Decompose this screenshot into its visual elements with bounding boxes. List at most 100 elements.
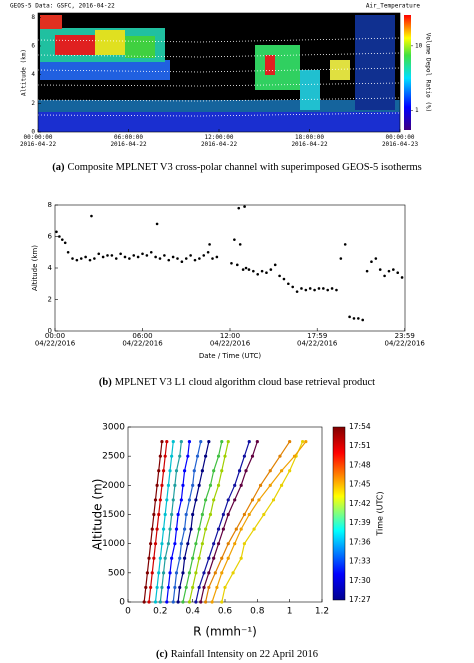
profile-marker: [186, 454, 190, 458]
data-point: [330, 287, 334, 290]
y-tick-label: 500: [108, 568, 125, 578]
profile-marker: [233, 542, 237, 546]
data-point: [300, 287, 303, 290]
data-point: [206, 250, 210, 254]
data-point: [90, 214, 93, 218]
profile-marker: [202, 571, 206, 575]
data-point: [269, 268, 273, 271]
colorbar-label: Time (UTC): [376, 491, 385, 536]
x-tick-label: 00:00 04/22/2016: [35, 332, 76, 348]
profile-marker: [247, 439, 251, 444]
data-point: [396, 271, 400, 275]
profile-marker: [182, 556, 187, 560]
profile-marker: [163, 556, 167, 560]
data-point: [93, 257, 96, 260]
profile-marker: [153, 498, 158, 502]
chart-title: GEOS-5 Data: GSFC, 2016-04-22: [10, 3, 115, 10]
data-point: [304, 288, 308, 292]
profile-marker: [226, 542, 230, 546]
data-point: [202, 254, 206, 257]
data-point: [79, 257, 83, 260]
y-tick-label: 1000: [102, 539, 125, 549]
profile-marker: [200, 469, 204, 473]
profile-line: [177, 441, 210, 603]
x-tick-label: 17:59 04/22/2016: [297, 332, 338, 348]
profile-marker: [221, 512, 225, 517]
data-point: [260, 269, 264, 273]
profile-marker: [194, 498, 198, 502]
data-point: [387, 269, 391, 273]
profile-marker: [212, 469, 216, 473]
x-tick-label: 0.6: [218, 607, 233, 617]
profile-line: [195, 441, 250, 603]
profile-marker: [292, 454, 297, 458]
profile-marker: [157, 571, 161, 575]
x-tick-label: 23:59 04/22/2016: [385, 332, 426, 348]
profile-marker: [179, 498, 183, 502]
data-point: [348, 315, 351, 319]
y-tick-label: 0: [31, 129, 35, 136]
data-point: [189, 254, 192, 257]
profile-marker: [204, 454, 208, 458]
data-point: [149, 250, 153, 254]
profile-marker: [163, 512, 167, 517]
profile-marker: [194, 600, 198, 604]
profile-line: [166, 441, 191, 603]
x-tick-label: 1.2: [315, 607, 329, 617]
colorbar: [404, 15, 411, 130]
profile-marker: [158, 600, 162, 604]
y-tick-label: 8: [31, 14, 35, 21]
y-tick-label: 0: [48, 327, 52, 335]
profile-marker: [239, 556, 243, 560]
data-point: [63, 241, 67, 245]
profile-marker: [247, 512, 251, 517]
data-point: [176, 257, 179, 260]
profile-marker: [174, 571, 179, 575]
profile-marker: [237, 469, 242, 473]
profile-marker: [234, 527, 238, 531]
caption-text: Composite MPLNET V3 cross-polar channel …: [68, 162, 422, 173]
x-tick-label: 0: [125, 607, 131, 617]
y-tick-label: 2500: [102, 452, 125, 462]
data-point: [60, 238, 64, 241]
profile-line: [221, 441, 304, 603]
profile-marker: [204, 498, 208, 502]
data-point: [171, 255, 175, 259]
profile-marker: [221, 527, 225, 531]
profile-marker: [161, 527, 166, 531]
profile-marker: [226, 498, 230, 502]
profile-marker: [258, 483, 263, 487]
panel-b: 0 2 4 6 8 00:00 04/22/2016 06:00 04/22/2016 12:00…: [31, 201, 425, 360]
profile-marker: [179, 439, 183, 444]
profile-marker: [239, 527, 243, 531]
profile-marker: [145, 571, 149, 575]
data-point: [282, 277, 286, 281]
profile-marker: [200, 542, 204, 546]
data-point: [119, 252, 122, 256]
profile-marker: [170, 556, 174, 560]
data-point: [97, 252, 101, 256]
profile-marker: [191, 512, 195, 517]
profile-marker: [149, 585, 153, 590]
profile-marker: [152, 512, 156, 517]
profile-marker: [204, 527, 208, 531]
data-point: [256, 273, 260, 276]
data-point: [154, 255, 157, 259]
profile-marker: [189, 527, 193, 531]
profile-marker: [200, 512, 204, 517]
profile-marker: [187, 439, 192, 444]
profile-marker: [220, 439, 224, 444]
profile-line: [154, 441, 174, 603]
profile-line: [182, 441, 223, 603]
y-tick-label: 2: [31, 100, 35, 107]
profile-marker: [197, 556, 201, 560]
profile-marker: [288, 439, 292, 444]
caption-label: (a): [52, 162, 65, 173]
profile-marker: [220, 571, 224, 575]
profile-marker: [199, 600, 203, 604]
profile-marker: [144, 585, 148, 590]
profile-marker: [268, 469, 272, 473]
profile-marker: [242, 454, 246, 458]
profile-marker: [195, 454, 200, 458]
profile-marker: [226, 556, 230, 560]
